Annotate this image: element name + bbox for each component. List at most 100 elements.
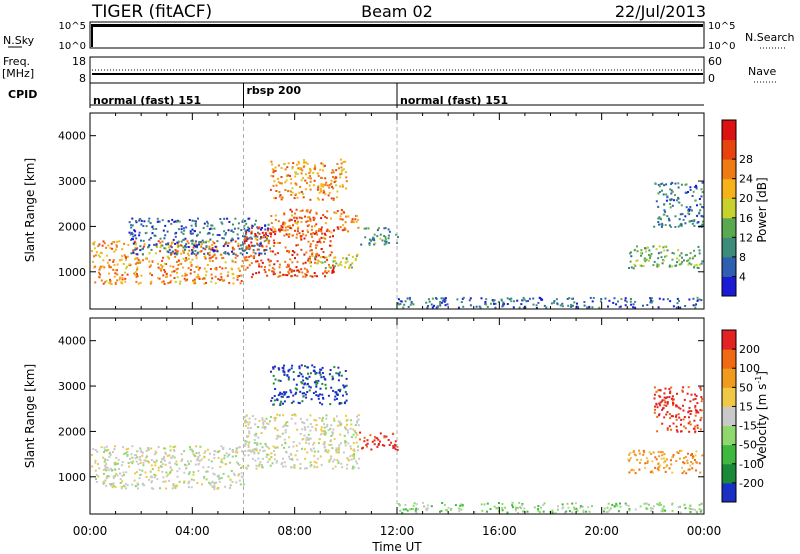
echo-cell: [195, 257, 198, 260]
echo-cell: [112, 482, 115, 485]
date-title: 22/Jul/2013: [615, 2, 706, 21]
echo-cell: [139, 462, 142, 464]
echo-cell: [254, 423, 257, 426]
echo-cell: [127, 243, 130, 246]
echo-cell: [113, 275, 116, 278]
echo-cell: [684, 254, 687, 257]
echo-cell: [671, 252, 674, 254]
echo-cell: [243, 227, 246, 230]
echo-cell: [340, 264, 343, 267]
echo-cell: [356, 419, 359, 422]
echo-cell: [567, 506, 570, 509]
echo-cell: [415, 511, 418, 514]
echo-cell: [295, 444, 298, 447]
echo-cell: [669, 390, 672, 393]
echo-cell: [287, 174, 290, 177]
echo-cell: [302, 177, 305, 179]
echo-cell: [267, 229, 269, 232]
echo-cell: [656, 415, 659, 418]
echo-cell: [176, 243, 179, 246]
echo-cell: [535, 307, 538, 309]
x-tick-label: 00:00: [73, 524, 108, 538]
echo-cell: [318, 238, 321, 241]
echo-cell: [192, 243, 195, 246]
echo-cell: [294, 221, 297, 224]
echo-cell: [301, 230, 304, 233]
echo-cell: [335, 196, 338, 199]
echo-cell: [208, 254, 211, 257]
echo-cell: [630, 469, 633, 472]
echo-cell: [426, 507, 429, 510]
echo-cell: [255, 447, 258, 450]
echo-cell: [340, 162, 343, 165]
echo-cell: [158, 220, 161, 223]
echo-cell: [105, 466, 108, 469]
echo-cell: [220, 445, 223, 448]
echo-cell: [227, 475, 230, 478]
echo-cell: [573, 301, 576, 304]
echo-cell: [263, 234, 266, 237]
echo-cell: [633, 453, 636, 456]
echo-cell: [286, 396, 289, 399]
echo-cell: [675, 415, 677, 418]
echo-cell: [701, 215, 704, 218]
echo-cell: [222, 472, 225, 475]
echo-cell: [250, 237, 253, 240]
echo-cell: [511, 504, 514, 507]
echo-cell: [501, 509, 504, 512]
echo-cell: [658, 245, 661, 248]
echo-cell: [208, 257, 211, 260]
echo-cell: [249, 449, 252, 452]
echo-cell: [356, 449, 359, 452]
echo-cell: [252, 249, 255, 251]
echo-cell: [224, 267, 227, 270]
echo-cell: [317, 450, 320, 453]
echo-cell: [340, 261, 342, 264]
echo-cell: [180, 225, 183, 228]
echo-cell: [159, 267, 162, 270]
velocity-colorbar-tick-label: 15: [739, 400, 753, 413]
echo-cell: [121, 480, 124, 483]
echo-cell: [323, 443, 326, 446]
echo-cell: [377, 443, 380, 445]
echo-cell: [658, 503, 661, 506]
echo-cell: [98, 276, 101, 278]
echo-cell: [345, 176, 348, 179]
echo-cell: [643, 502, 646, 505]
echo-cell: [286, 425, 289, 427]
echo-cell: [678, 457, 681, 460]
echo-cell: [297, 220, 299, 223]
echo-cell: [700, 509, 703, 512]
echo-cell: [322, 236, 325, 239]
echo-cell: [311, 426, 314, 428]
echo-cell: [112, 241, 115, 243]
echo-cell: [137, 483, 140, 486]
echo-cell: [255, 464, 258, 467]
echo-cell: [675, 405, 678, 408]
echo-cell: [237, 237, 240, 240]
echo-cell: [210, 273, 213, 276]
echo-cell: [187, 473, 190, 475]
echo-cell: [126, 255, 129, 258]
echo-cell: [132, 460, 135, 463]
echo-cell: [381, 444, 384, 447]
echo-cell: [497, 300, 500, 303]
echo-cell: [313, 442, 316, 444]
echo-cell: [611, 503, 614, 506]
echo-cell: [231, 246, 234, 249]
echo-cell: [504, 506, 507, 509]
echo-cell: [368, 238, 371, 241]
echo-cell: [185, 226, 188, 229]
echo-cell: [307, 438, 310, 441]
echo-cell: [104, 458, 107, 461]
echo-cell: [322, 185, 325, 188]
echo-cell: [130, 453, 133, 456]
echo-cell: [184, 272, 187, 275]
echo-cell: [354, 460, 357, 463]
echo-cell: [322, 272, 324, 275]
echo-cell: [216, 234, 219, 236]
echo-cell: [272, 239, 275, 242]
echo-cell: [294, 229, 296, 232]
echo-cell: [485, 298, 488, 301]
echo-cell: [162, 274, 165, 277]
